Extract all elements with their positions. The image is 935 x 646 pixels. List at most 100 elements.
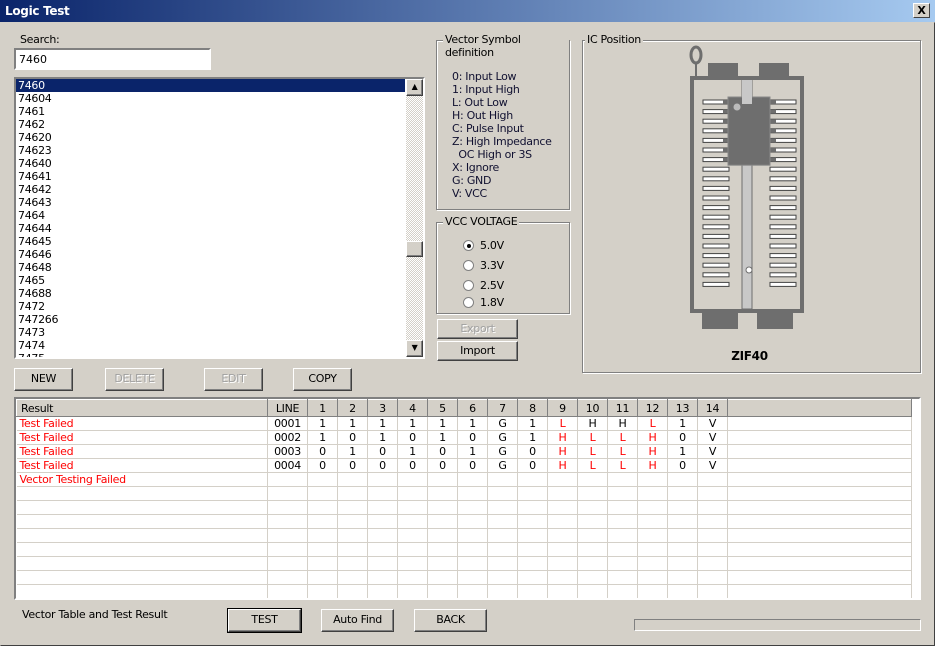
pin-cell: G [487,430,518,445]
vcc-option-3-3v[interactable]: 3.3V [463,258,504,272]
chip-list-item[interactable]: 74642 [18,183,52,196]
chip-list-item[interactable]: 74644 [18,222,52,235]
symbol-definition: 0: Input Low [452,70,517,83]
pin-cell: 1 [667,444,698,459]
vcc-option-5-0v[interactable]: 5.0V [463,238,504,252]
chip-pin [723,119,731,124]
progress-bar [634,619,921,631]
delete-button[interactable]: DELETE [105,368,164,391]
socket-tab [708,63,738,79]
copy-button[interactable]: COPY [293,368,352,391]
column-header[interactable]: 12 [637,399,668,417]
chip-list-item[interactable]: 747266 [18,313,59,326]
chip-list-item[interactable]: 7464 [18,209,45,222]
list-scrollbar[interactable]: ▲ ▼ [406,79,423,357]
socket-pin [702,214,730,220]
chip-list-item[interactable]: 74640 [18,157,52,170]
chip-list-item[interactable]: 74623 [18,144,52,157]
ic-position-group: IC Position ZIF40 [582,33,921,373]
test-button[interactable]: TEST [227,608,302,633]
table-row[interactable]: Test Failed 0002 1 0 1 0 1 0 G 1 H L L H 0 V [16,430,912,445]
column-header[interactable]: 5 [427,399,458,417]
column-header[interactable]: 7 [487,399,518,417]
close-button[interactable]: X [913,3,930,18]
window-title: Logic Test [5,4,70,18]
socket-pin [702,253,730,259]
chip-list-item[interactable]: 74646 [18,248,52,261]
pin-cell: H [577,416,608,431]
pin-cell: 1 [517,430,548,445]
column-header[interactable]: Result [16,399,268,417]
chip-list-item[interactable]: 7461 [18,105,45,118]
radio-icon[interactable] [463,296,474,308]
chip-list-item[interactable]: 7475 [16,352,405,357]
column-header[interactable]: 6 [457,399,488,417]
column-header[interactable]: LINE [267,399,308,417]
vector-table[interactable]: Result LINE 1 2 3 4 5 6 7 8 9 10 11 12 13 14 Test Failed… [14,397,921,600]
table-row[interactable]: Test Failed 0003 0 1 0 1 0 1 G 0 H L L H 1 V [16,444,912,459]
scroll-thumb[interactable] [406,241,423,257]
column-header[interactable]: 13 [667,399,698,417]
radio-icon[interactable] [463,239,474,251]
back-button[interactable]: BACK [414,609,487,632]
column-header[interactable]: 10 [577,399,608,417]
column-header[interactable]: 11 [607,399,638,417]
radio-icon[interactable] [463,279,474,291]
table-row[interactable]: Vector Testing Failed [16,472,912,487]
chip-list-item[interactable]: 74641 [18,170,52,183]
pin-cell: L [637,416,668,431]
chip-list-item[interactable]: 7472 [18,300,45,313]
column-header[interactable]: 4 [397,399,428,417]
auto-find-button[interactable]: Auto Find [321,609,394,632]
chip-list[interactable]: 7460 74604 7461 7462 74620 74623 74640 74641 746… [14,77,425,359]
symbol-definition: V: VCC [452,187,487,200]
import-button[interactable]: Import [437,341,518,361]
search-input[interactable] [14,48,211,70]
chip-list-item[interactable]: 74645 [18,235,52,248]
chip-list-item[interactable]: 74648 [18,261,52,274]
chip-pin [768,148,776,152]
chip-list-item[interactable]: 7473 [18,326,45,339]
edit-button[interactable]: EDIT [204,368,263,391]
export-button[interactable]: Export [437,319,518,339]
table-row[interactable]: Test Failed 0004 0 0 0 0 0 0 G 0 H L L H 0 V [16,458,912,473]
column-header[interactable]: 2 [337,399,368,417]
vcc-option-2-5v[interactable]: 2.5V [463,278,504,292]
socket-pin [702,195,730,201]
chip-list-item[interactable]: 7465 [18,274,45,287]
chip-list-item[interactable]: 74688 [18,287,52,300]
socket-channel [742,80,752,104]
column-header[interactable]: 8 [517,399,548,417]
chip-list-item[interactable]: 74620 [18,131,52,144]
scroll-down-button[interactable]: ▼ [406,340,423,357]
socket-pin [769,185,797,191]
pin-cell: 1 [397,444,428,459]
chip-list-item[interactable]: 74643 [18,196,52,209]
radio-icon[interactable] [463,259,474,271]
zif-socket-diagram [689,45,804,329]
column-header[interactable]: 3 [367,399,398,417]
title-bar: Logic Test [0,0,935,22]
table-row[interactable]: Test Failed 0001 1 1 1 1 1 1 G 1 L H H L 1 V [16,416,912,431]
chip-list-item[interactable]: 7460 [16,79,405,92]
chip-list-item[interactable]: 74604 [18,92,52,105]
socket-pin [769,233,797,239]
pin-cell: G [487,444,518,459]
chip-pin [723,138,731,143]
chip-list-item[interactable]: 7462 [18,118,45,131]
scroll-up-button[interactable]: ▲ [406,79,423,96]
lever-icon [689,45,703,65]
empty-row [16,556,912,571]
socket-tab [702,309,738,329]
new-button[interactable]: NEW [14,368,73,391]
pin-cell: 1 [307,416,338,431]
column-header[interactable]: 1 [307,399,338,417]
pin-cell: 0 [367,444,398,459]
chip-list-item[interactable]: 7474 [18,339,45,352]
vector-symbol-title: Vector Symbol definition [443,33,569,59]
pin-cell: H [607,416,638,431]
column-header[interactable]: 14 [697,399,728,417]
column-header[interactable]: 9 [547,399,578,417]
line-cell: 0003 [267,444,308,459]
vcc-option-1-8v[interactable]: 1.8V [463,295,504,309]
